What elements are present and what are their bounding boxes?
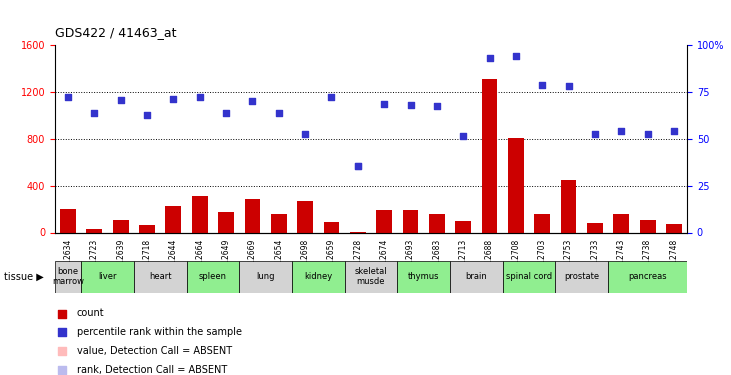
Point bbox=[56, 367, 68, 373]
Bar bbox=[556, 261, 608, 292]
Point bbox=[220, 110, 232, 116]
Point bbox=[352, 163, 363, 169]
Point bbox=[273, 110, 284, 116]
Bar bbox=[186, 261, 239, 292]
Point bbox=[194, 94, 205, 100]
Point bbox=[299, 131, 311, 137]
Bar bbox=[403, 210, 418, 232]
Point bbox=[616, 128, 627, 134]
Bar bbox=[271, 214, 287, 232]
Bar bbox=[81, 261, 134, 292]
Point bbox=[510, 53, 522, 58]
Point bbox=[668, 128, 680, 134]
Bar bbox=[134, 261, 186, 292]
Bar bbox=[244, 198, 260, 232]
Text: liver: liver bbox=[98, 272, 117, 281]
Point bbox=[141, 112, 153, 118]
Point bbox=[379, 100, 390, 106]
Text: value, Detection Call = ABSENT: value, Detection Call = ABSENT bbox=[77, 346, 232, 356]
Point bbox=[246, 98, 258, 104]
Bar bbox=[455, 221, 471, 232]
Point bbox=[115, 97, 126, 103]
Point bbox=[642, 131, 654, 137]
Text: thymus: thymus bbox=[408, 272, 439, 281]
Bar bbox=[608, 261, 687, 292]
Point bbox=[325, 94, 337, 100]
Point bbox=[484, 55, 496, 61]
Bar bbox=[376, 210, 392, 232]
Bar bbox=[165, 206, 181, 232]
Bar bbox=[192, 196, 208, 232]
Bar bbox=[113, 220, 129, 232]
Bar bbox=[60, 209, 76, 232]
Bar bbox=[534, 214, 550, 232]
Bar bbox=[298, 201, 313, 232]
Text: spleen: spleen bbox=[199, 272, 227, 281]
Point bbox=[167, 96, 179, 102]
Text: brain: brain bbox=[466, 272, 488, 281]
Text: skeletal
musde: skeletal musde bbox=[355, 267, 387, 286]
Point bbox=[563, 83, 575, 89]
Point bbox=[88, 110, 100, 116]
Bar bbox=[218, 212, 234, 232]
Point bbox=[56, 348, 68, 354]
Text: GDS422 / 41463_at: GDS422 / 41463_at bbox=[55, 26, 176, 39]
Point bbox=[589, 131, 601, 137]
Bar bbox=[503, 261, 556, 292]
Text: kidney: kidney bbox=[304, 272, 333, 281]
Text: bone
marrow: bone marrow bbox=[52, 267, 84, 286]
Text: tissue ▶: tissue ▶ bbox=[4, 272, 43, 282]
Bar bbox=[239, 261, 292, 292]
Bar bbox=[86, 229, 102, 232]
Bar bbox=[482, 79, 497, 232]
Bar bbox=[640, 220, 656, 232]
Point bbox=[458, 134, 469, 140]
Bar bbox=[139, 225, 155, 232]
Bar bbox=[324, 222, 339, 232]
Text: spinal cord: spinal cord bbox=[506, 272, 552, 281]
Text: heart: heart bbox=[149, 272, 172, 281]
Point bbox=[56, 329, 68, 335]
Point bbox=[352, 163, 363, 169]
Bar bbox=[561, 180, 577, 232]
Text: count: count bbox=[77, 309, 105, 318]
Bar bbox=[508, 138, 524, 232]
Text: rank, Detection Call = ABSENT: rank, Detection Call = ABSENT bbox=[77, 365, 227, 375]
Bar bbox=[292, 261, 344, 292]
Text: percentile rank within the sample: percentile rank within the sample bbox=[77, 327, 242, 337]
Text: prostate: prostate bbox=[564, 272, 599, 281]
Bar bbox=[666, 224, 682, 232]
Bar bbox=[450, 261, 503, 292]
Bar bbox=[398, 261, 450, 292]
Text: pancreas: pancreas bbox=[629, 272, 667, 281]
Point bbox=[62, 94, 74, 100]
Point bbox=[537, 82, 548, 88]
Text: lung: lung bbox=[257, 272, 275, 281]
Point bbox=[56, 310, 68, 316]
Point bbox=[431, 103, 443, 109]
Bar bbox=[429, 214, 444, 232]
Bar bbox=[587, 222, 603, 232]
Bar bbox=[55, 261, 81, 292]
Bar bbox=[613, 214, 629, 232]
Point bbox=[405, 102, 417, 108]
Bar bbox=[344, 261, 398, 292]
